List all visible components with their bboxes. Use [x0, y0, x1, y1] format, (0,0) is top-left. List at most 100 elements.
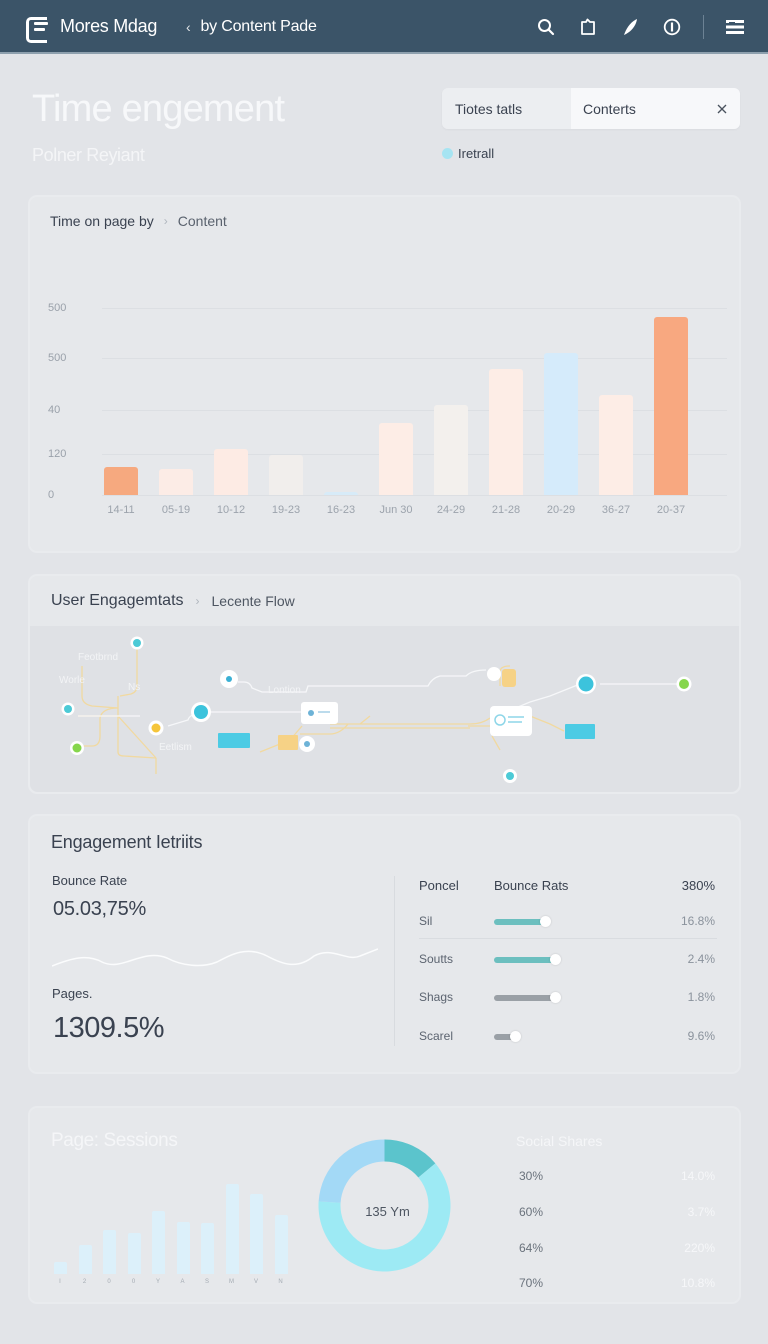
page-sessions-card: Page: Sessions I 2 0 0 Y A S M V N 135 Ym Social … [29, 1107, 740, 1303]
pages-value: 1309.5% [53, 1012, 165, 1044]
x-axis-tick: S [204, 1279, 209, 1285]
donut-segment[interactable] [384, 1139, 436, 1178]
table-header-bounce: Bounce Rats [494, 878, 569, 893]
bar[interactable] [599, 394, 633, 495]
social-share-value: 14.0% [680, 1169, 715, 1183]
session-bar[interactable] [127, 1232, 141, 1274]
session-bar[interactable] [152, 1211, 165, 1274]
card-subtitle[interactable]: Content [177, 213, 227, 229]
table-row-label: Scarel [419, 1029, 454, 1043]
gridline [102, 409, 727, 411]
x-axis-tick: 36-27 [601, 504, 631, 516]
card-title: User Engagemtats › Lecente Flow [51, 592, 295, 610]
social-share-percent: 64% [519, 1241, 544, 1255]
table-row-value: 2.4% [687, 952, 715, 966]
feather-icon[interactable] [619, 16, 641, 38]
menu-icon[interactable] [724, 16, 746, 38]
engagement-metrics-card: Engagement Ietriits Bounce Rate 05.03,75… [29, 815, 740, 1073]
toolbar-icons [535, 15, 746, 39]
session-bar[interactable] [225, 1183, 239, 1274]
session-bar[interactable] [176, 1222, 190, 1274]
x-axis-tick: 21-28 [491, 504, 521, 516]
brand-name: Mores Mdag [60, 16, 158, 36]
table-row-value: 16.8% [680, 914, 715, 928]
flow-node-label: Feotbrnd [78, 652, 119, 663]
breadcrumb[interactable]: ‹ by Content Pade [186, 18, 317, 36]
table-row-value: 1.8% [687, 990, 715, 1004]
time-on-page-card: Time on page by › Content 0 120 40 500 500 14… [29, 196, 740, 552]
y-axis-tick: 500 [48, 302, 67, 315]
card-title: Engagement Ietriits [51, 832, 203, 852]
x-axis-tick: 20-37 [656, 504, 686, 516]
page-title: Time engement [32, 88, 285, 130]
y-axis-tick: 40 [48, 403, 61, 416]
session-bar[interactable] [78, 1244, 92, 1274]
bar[interactable] [214, 448, 248, 495]
session-bar[interactable] [103, 1229, 116, 1274]
card-subtitle[interactable]: Lecente Flow [211, 593, 295, 609]
bar[interactable] [544, 353, 578, 495]
bar[interactable] [489, 368, 523, 495]
gridline [102, 358, 727, 360]
donut-segment[interactable] [318, 1163, 451, 1272]
brand[interactable]: Mores Mdag [26, 16, 158, 43]
legend-label: Iretrall [458, 146, 495, 161]
donut-segment[interactable] [318, 1139, 385, 1203]
x-axis-tick: 0 [131, 1279, 136, 1285]
social-share-percent: 60% [519, 1205, 544, 1219]
x-axis-tick: 05-19 [161, 504, 191, 516]
session-bar[interactable] [54, 1262, 67, 1274]
brand-logo-icon [26, 16, 52, 43]
social-shares-title: Social Shares [516, 1133, 603, 1149]
search-icon[interactable] [535, 16, 557, 38]
table-header-channel: Poncel [419, 878, 459, 893]
social-share-percent: 30% [519, 1169, 544, 1183]
tab-contents[interactable]: Conterts [571, 88, 740, 129]
close-icon[interactable] [717, 104, 727, 114]
legend-swatch [442, 148, 453, 159]
donut-center-value: 135 Ym [365, 1204, 410, 1219]
tab-totals[interactable]: Tiotes tatls [442, 88, 571, 129]
session-bar[interactable] [274, 1215, 288, 1274]
table-row-value: 9.6% [687, 1029, 715, 1043]
slider-handle[interactable] [540, 916, 551, 927]
bounce-rate-value: 05.03,75% [53, 898, 146, 920]
pages-label: Pages. [52, 986, 93, 1001]
chevron-right-icon: › [195, 594, 200, 608]
slider-handle[interactable] [550, 954, 561, 965]
chevron-left-icon[interactable]: ‹ [186, 19, 191, 35]
bounce-rate-label: Bounce Rate [52, 873, 128, 888]
info-icon[interactable] [661, 16, 683, 38]
session-bar[interactable] [250, 1193, 263, 1274]
x-axis-tick: V [253, 1279, 258, 1285]
social-share-value: 220% [684, 1241, 715, 1255]
gridline [102, 454, 727, 456]
bar[interactable] [104, 466, 138, 495]
slider-handle[interactable] [550, 992, 561, 1003]
bar[interactable] [269, 454, 303, 495]
flow-node-label: Lontion [268, 685, 301, 696]
bar[interactable] [379, 422, 413, 495]
x-axis-tick: 0 [107, 1279, 111, 1285]
slider-handle[interactable] [510, 1031, 521, 1042]
document-icon[interactable] [577, 16, 599, 38]
table-header-total: 380% [681, 878, 715, 893]
x-axis-tick: 10-12 [216, 504, 246, 516]
breadcrumb-label: by Content Pade [200, 18, 317, 35]
gridline [102, 308, 727, 310]
bounce-bar [494, 995, 556, 1001]
flow-node-label: Eetlism [159, 742, 192, 753]
social-share-value: 3.7% [687, 1205, 715, 1219]
session-bar[interactable] [201, 1223, 214, 1274]
toolbar-divider [703, 15, 704, 39]
bar[interactable] [324, 492, 358, 495]
x-axis-tick: M [229, 1279, 234, 1285]
chart-legend: Iretrall [442, 146, 494, 161]
flow-connections [61, 636, 692, 783]
bar[interactable] [159, 469, 193, 495]
x-axis-tick: 2 [82, 1279, 87, 1285]
bar[interactable] [654, 317, 688, 495]
bar[interactable] [434, 404, 468, 495]
social-share-percent: 70% [519, 1276, 544, 1290]
card-title: Page: Sessions [51, 1130, 178, 1151]
